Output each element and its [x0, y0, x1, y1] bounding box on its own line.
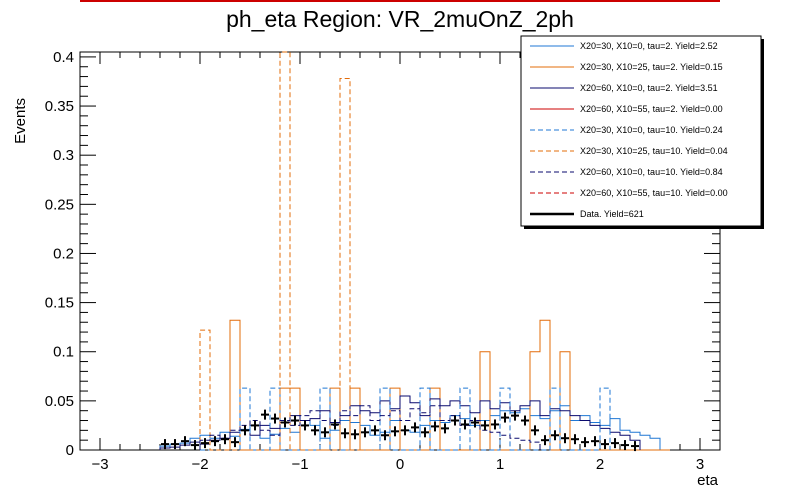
data-point: [481, 420, 489, 431]
data-point: [631, 441, 639, 452]
data-point: [301, 420, 309, 431]
data-point: [351, 429, 359, 440]
x-tick-label: −2: [191, 456, 208, 473]
data-point: [611, 438, 619, 449]
data-point: [261, 409, 269, 420]
data-point: [241, 425, 249, 436]
data-point: [581, 437, 589, 448]
y-tick-label: 0.1: [53, 344, 74, 361]
data-point: [411, 422, 419, 433]
chart-title: ph_eta Region: VR_2muOnZ_2ph: [226, 6, 574, 32]
data-point: [371, 425, 379, 436]
y-tick-label: 0.35: [45, 98, 74, 115]
data-point: [431, 421, 439, 432]
data-point: [441, 423, 449, 434]
x-tick-label: 3: [696, 456, 704, 473]
legend-label: X20=30, X10=25, tau=10. Yield=0.04: [580, 146, 728, 156]
data-point: [621, 440, 629, 451]
data-point: [551, 430, 559, 441]
data-point: [511, 410, 519, 421]
data-point: [291, 415, 299, 426]
x-tick-label: −3: [91, 456, 108, 473]
data-point: [401, 425, 409, 436]
data-point: [501, 412, 509, 423]
data-point: [461, 419, 469, 430]
data-point: [531, 425, 539, 436]
legend-label: X20=30, X10=0, tau=10. Yield=0.24: [580, 125, 723, 135]
data-point: [311, 425, 319, 436]
y-tick-label: 0.2: [53, 245, 74, 262]
data-point: [281, 417, 289, 428]
data-point: [361, 427, 369, 438]
legend-label: X20=30, X10=0, tau=2. Yield=2.52: [580, 41, 718, 51]
data-point: [561, 433, 569, 444]
data-point: [201, 438, 209, 449]
data-point: [391, 426, 399, 437]
x-tick-label: −1: [291, 456, 308, 473]
x-tick-label: 1: [496, 456, 504, 473]
data-point: [591, 436, 599, 447]
data-point: [451, 415, 459, 426]
data-point: [321, 427, 329, 438]
y-tick-label: 0.3: [53, 147, 74, 164]
legend-label: Data. Yield=621: [580, 209, 644, 219]
data-point: [331, 419, 339, 430]
legend: X20=30, X10=0, tau=2. Yield=2.52 X20=30, …: [520, 35, 764, 229]
data-point: [601, 439, 609, 450]
data-point: [251, 420, 259, 431]
data-point: [341, 428, 349, 439]
y-tick-label: 0.05: [45, 393, 74, 410]
x-axis-title: eta: [697, 472, 719, 489]
y-tick-label: 0.25: [45, 196, 74, 213]
y-tick-label: 0: [66, 442, 74, 459]
y-tick-label: 0.4: [53, 49, 74, 66]
data-point: [471, 417, 479, 428]
data-point: [231, 437, 239, 448]
histogram-series-4: [200, 387, 611, 451]
data-point: [421, 427, 429, 438]
data-point: [571, 434, 579, 445]
data-point: [381, 430, 389, 441]
data-point: [211, 436, 219, 447]
plot-area: −3 −2 −1 0 1 2 3 0 0.05 0.1 0.15 0.2 0.25 0.3 0.35 0.4: [45, 49, 721, 473]
data-point: [181, 436, 189, 447]
legend-label: X20=60, X10=0, tau=2. Yield=3.51: [580, 83, 718, 93]
data-point: [491, 419, 499, 430]
histogram-series-2: [229, 319, 670, 451]
histogram-series-5: [199, 51, 380, 451]
data-point: [161, 439, 169, 450]
data-point: [521, 415, 529, 426]
legend-label: X20=60, X10=55, tau=2. Yield=0.00: [580, 104, 723, 114]
x-tick-label: 2: [596, 456, 604, 473]
data-point: [171, 439, 179, 450]
x-tick-label: 0: [396, 456, 404, 473]
data-point: [541, 435, 549, 446]
y-axis-title: Events: [12, 98, 29, 144]
legend-label: X20=60, X10=0, tau=10. Yield=0.84: [580, 167, 723, 177]
data-point: [271, 413, 279, 424]
data-point: [221, 434, 229, 445]
legend-label: X20=60, X10=55, tau=10. Yield=0.00: [580, 188, 728, 198]
data-point: [191, 440, 199, 451]
y-tick-label: 0.15: [45, 295, 74, 312]
legend-label: X20=30, X10=25, tau=2. Yield=0.15: [580, 62, 723, 72]
legend-box: [520, 35, 762, 227]
